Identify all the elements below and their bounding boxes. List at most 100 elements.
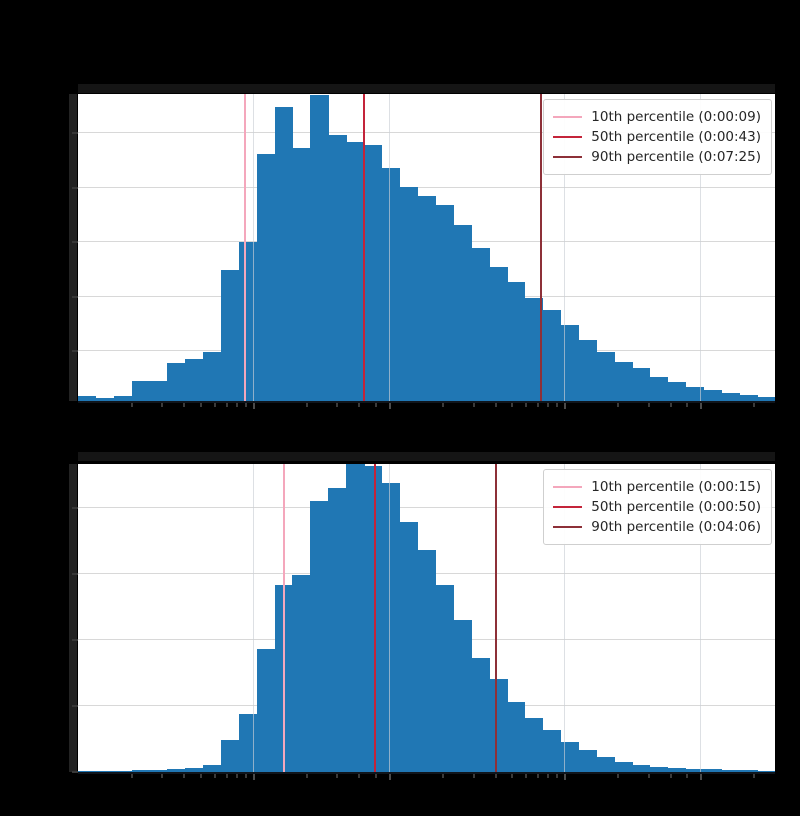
v-gridline — [700, 464, 702, 772]
histogram-bar — [632, 368, 651, 401]
p10-line-swatch — [553, 486, 583, 488]
x-axis-tick — [525, 403, 528, 407]
legend-label: 10th percentile (0:00:15) — [591, 479, 761, 495]
x-axis-tick — [525, 774, 528, 778]
x-axis-tick — [441, 774, 444, 778]
x-axis-tick — [556, 774, 559, 778]
p90-line-swatch — [553, 156, 583, 158]
x-axis-tick — [700, 403, 703, 409]
x-axis-tick — [564, 774, 567, 780]
histogram-bar — [542, 310, 562, 401]
histogram-bar — [596, 352, 615, 401]
histogram-bar — [381, 168, 401, 401]
p10-line-swatch — [553, 116, 583, 118]
x-axis-tick — [358, 774, 361, 778]
x-axis-tick — [183, 403, 186, 407]
x-axis-tick — [537, 774, 540, 778]
histogram-bar — [471, 658, 490, 772]
y-axis-tick — [72, 186, 78, 189]
histogram-bar — [703, 390, 722, 401]
histogram-bar — [399, 187, 419, 401]
y-axis-tick — [72, 350, 78, 352]
x-axis-tick — [647, 774, 650, 778]
histogram-bar — [506, 702, 526, 772]
x-axis-tick — [244, 774, 247, 778]
bottom-chart-title-band — [78, 452, 775, 461]
histogram-bar — [721, 770, 740, 772]
v-gridline — [700, 94, 702, 401]
histogram-bar — [292, 575, 311, 772]
histogram-bar — [185, 359, 204, 401]
x-axis-tick — [441, 403, 444, 407]
x-axis-tick — [669, 774, 672, 778]
legend-item: 10th percentile (0:00:09) — [553, 107, 761, 127]
x-axis-tick — [472, 774, 475, 778]
x-axis-tick — [130, 774, 133, 778]
x-axis-tick — [686, 403, 689, 407]
x-axis-tick — [161, 774, 164, 778]
histogram-bar — [649, 377, 669, 401]
x-axis-tick — [336, 774, 339, 778]
p90-percentile-line — [495, 464, 498, 772]
h-gridline — [78, 132, 775, 133]
histogram-bar — [220, 740, 240, 772]
histogram-bar — [78, 396, 97, 401]
histogram-bar — [310, 95, 329, 401]
x-axis-tick — [130, 403, 133, 407]
histogram-bar — [596, 757, 615, 772]
x-axis-tick — [669, 403, 672, 407]
x-axis-tick — [389, 774, 392, 780]
x-axis-tick — [253, 774, 255, 780]
histogram-bar — [346, 142, 365, 401]
y-axis-tick — [72, 132, 78, 134]
legend-label: 50th percentile (0:00:50) — [591, 499, 761, 515]
x-axis-tick — [161, 403, 164, 407]
x-axis-tick — [225, 774, 228, 778]
histogram-bar — [757, 771, 775, 772]
x-axis-tick — [225, 403, 228, 407]
p10-percentile-line — [282, 464, 285, 772]
x-axis-tick — [375, 774, 378, 778]
top-legend: 10th percentile (0:00:09) 50th percentil… — [543, 99, 772, 175]
x-axis-tick — [753, 774, 756, 778]
histogram-bar — [614, 762, 633, 772]
histogram-bar — [524, 718, 544, 772]
histogram-bar — [95, 398, 115, 401]
p50-percentile-line — [374, 464, 377, 772]
y-axis-tick — [72, 507, 78, 509]
histogram-bar — [417, 550, 437, 772]
x-axis-tick — [214, 774, 217, 778]
histogram-bar — [131, 381, 151, 401]
x-axis-tick — [472, 403, 475, 407]
histogram-bar — [578, 750, 597, 772]
x-axis-tick — [511, 403, 514, 407]
y-axis-tick — [72, 770, 78, 773]
histogram-bar — [78, 771, 97, 772]
histogram-bar — [489, 679, 508, 772]
legend-item: 50th percentile (0:00:50) — [553, 497, 761, 517]
histogram-bar — [185, 768, 204, 772]
h-gridline — [78, 186, 775, 188]
histogram-bar — [238, 714, 258, 772]
histogram-bar — [220, 270, 240, 401]
p50-line-swatch — [553, 136, 583, 138]
y-axis-tick — [72, 704, 78, 707]
legend-label: 90th percentile (0:07:25) — [591, 149, 761, 165]
x-axis-tick — [537, 403, 540, 407]
x-axis-tick — [616, 774, 619, 778]
histogram-bar — [274, 107, 294, 401]
v-gridline — [389, 94, 391, 401]
x-axis-tick — [358, 403, 361, 407]
y-axis-tick — [72, 572, 78, 575]
histogram-bar — [506, 282, 526, 401]
histogram-bar — [453, 620, 472, 772]
histogram-bar — [667, 382, 687, 401]
bottom-histogram-plot: 10th percentile (0:00:15) 50th percentil… — [78, 464, 775, 774]
v-gridline — [253, 94, 254, 401]
histogram-bar — [328, 488, 347, 772]
histogram-bar — [149, 770, 168, 772]
x-axis-tick — [375, 403, 378, 407]
x-axis-tick — [236, 403, 239, 407]
histogram-bar — [703, 769, 722, 772]
